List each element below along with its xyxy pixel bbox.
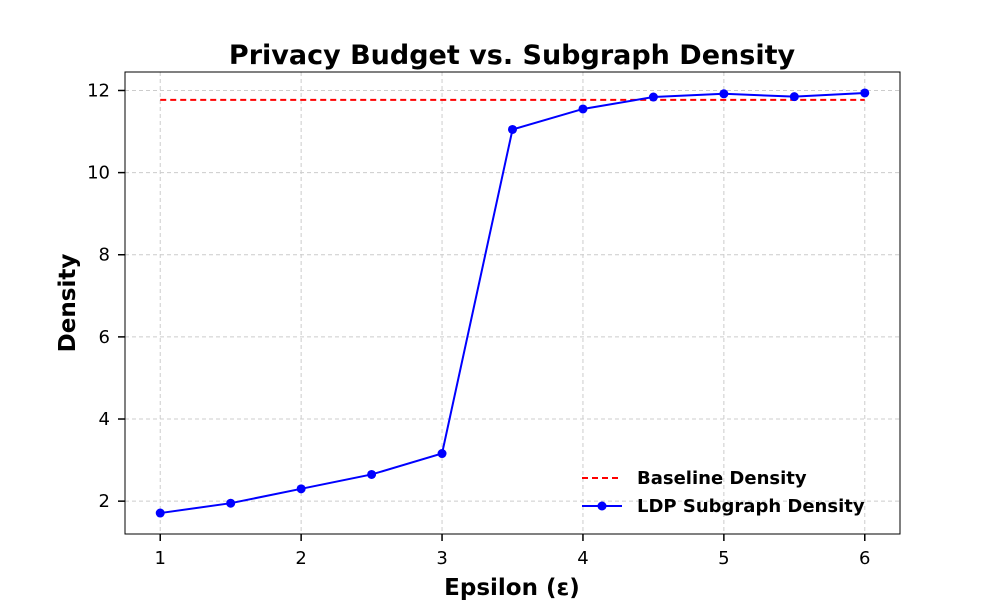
y-tick-label: 12 bbox=[87, 80, 110, 101]
x-tick-label: 6 bbox=[859, 548, 870, 569]
x-tick-label: 1 bbox=[155, 548, 166, 569]
ldp-density-line bbox=[160, 91, 865, 515]
ldp-data-point bbox=[648, 92, 658, 102]
legend-baseline-label: Baseline Density bbox=[637, 468, 807, 489]
legend-ldp-label: LDP Subgraph Density bbox=[637, 496, 865, 517]
ldp-data-point bbox=[367, 469, 377, 479]
x-tick-label: 2 bbox=[295, 548, 306, 569]
grid bbox=[125, 72, 900, 534]
x-tick-label: 4 bbox=[577, 548, 588, 569]
ldp-data-point bbox=[789, 92, 799, 102]
ldp-data-point bbox=[226, 498, 236, 508]
y-tick-label: 2 bbox=[99, 491, 110, 512]
ldp-data-point bbox=[508, 124, 517, 134]
y-axis-label: Density bbox=[55, 254, 81, 353]
y-tick-label: 6 bbox=[99, 327, 110, 348]
ldp-data-point bbox=[296, 484, 306, 494]
x-tick-label: 3 bbox=[436, 548, 447, 569]
x-tick-label: 5 bbox=[718, 548, 729, 569]
ldp-data-point bbox=[155, 508, 165, 518]
chart-title: Privacy Budget vs. Subgraph Density bbox=[229, 40, 796, 71]
ldp-data-point bbox=[719, 89, 729, 99]
ldp-data-point bbox=[578, 104, 588, 114]
y-tick-label: 8 bbox=[99, 245, 110, 266]
ldp-data-point bbox=[437, 449, 447, 459]
y-tick-label: 10 bbox=[87, 163, 110, 184]
ldp-data-point bbox=[860, 88, 870, 98]
legend: Baseline Density LDP Subgraph Density bbox=[582, 468, 865, 517]
plot-frame bbox=[124, 71, 901, 535]
y-tick-label: 4 bbox=[99, 409, 110, 430]
x-axis-label: Epsilon (ε) bbox=[444, 575, 580, 600]
legend-ldp-marker bbox=[597, 501, 607, 511]
series-layer bbox=[155, 88, 870, 518]
